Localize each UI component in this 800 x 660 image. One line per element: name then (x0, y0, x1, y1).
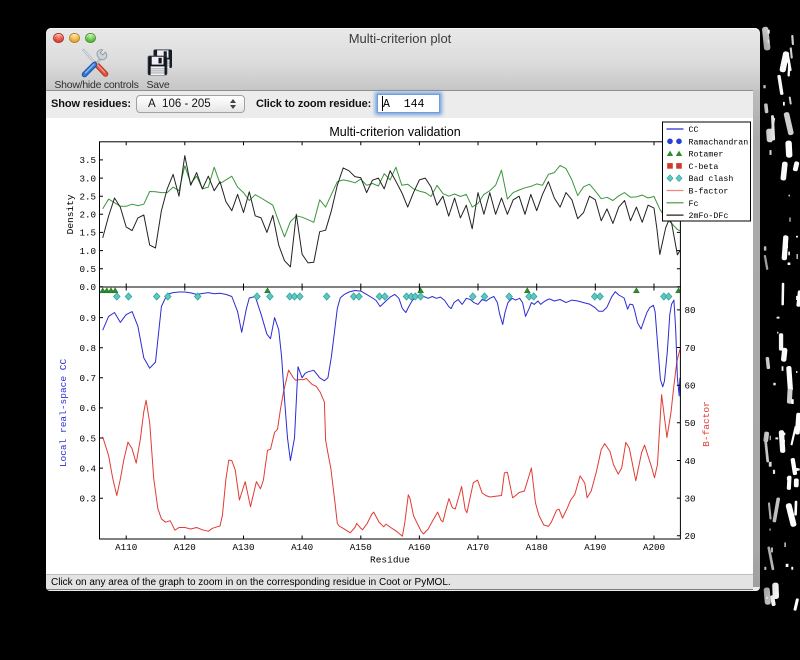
svg-text:70: 70 (685, 343, 696, 354)
svg-text:Bad clash: Bad clash (689, 174, 734, 184)
svg-text:2.0: 2.0 (79, 210, 96, 221)
svg-text:0.3: 0.3 (79, 494, 96, 505)
svg-text:3.0: 3.0 (79, 173, 96, 184)
svg-text:Rotamer: Rotamer (689, 151, 724, 160)
svg-text:C-beta: C-beta (689, 162, 719, 172)
svg-text:40: 40 (685, 456, 696, 467)
svg-text:B-factor: B-factor (689, 187, 729, 197)
svg-text:60: 60 (685, 381, 696, 392)
svg-text:A130: A130 (232, 542, 254, 553)
svg-text:A170: A170 (467, 542, 489, 553)
svg-text:0.8: 0.8 (79, 343, 96, 354)
svg-text:Fc: Fc (689, 200, 699, 209)
svg-text:A140: A140 (291, 542, 313, 553)
svg-text:Residue: Residue (370, 555, 410, 566)
svg-text:0.4: 0.4 (79, 463, 96, 474)
svg-text:B-factor: B-factor (701, 401, 712, 447)
svg-text:Multi-criterion validation: Multi-criterion validation (329, 125, 460, 139)
svg-text:Local real-space CC: Local real-space CC (58, 359, 69, 468)
svg-text:A110: A110 (115, 542, 137, 553)
svg-text:A160: A160 (408, 542, 430, 553)
svg-text:CC: CC (689, 126, 699, 135)
svg-text:0.6: 0.6 (79, 403, 96, 414)
svg-text:0.0: 0.0 (79, 282, 96, 293)
svg-text:80: 80 (685, 305, 696, 316)
svg-text:A120: A120 (174, 542, 196, 553)
svg-text:0.5: 0.5 (79, 264, 96, 275)
svg-text:30: 30 (685, 493, 696, 504)
svg-text:2.5: 2.5 (79, 192, 96, 203)
svg-text:3.5: 3.5 (79, 155, 96, 166)
svg-text:1.5: 1.5 (79, 228, 96, 239)
svg-text:0.5: 0.5 (79, 433, 96, 444)
svg-text:0.7: 0.7 (79, 373, 96, 384)
svg-text:A180: A180 (526, 542, 548, 553)
svg-text:0.9: 0.9 (79, 313, 96, 324)
svg-text:50: 50 (685, 418, 696, 429)
svg-text:20: 20 (685, 531, 696, 542)
svg-text:A190: A190 (584, 542, 606, 553)
svg-text:Ramachandran: Ramachandran (689, 137, 749, 147)
svg-text:1.0: 1.0 (79, 246, 96, 257)
svg-text:A150: A150 (350, 542, 372, 553)
svg-text:Density: Density (65, 194, 76, 234)
svg-text:A200: A200 (643, 542, 665, 553)
svg-text:2mFo-DFc: 2mFo-DFc (689, 212, 729, 221)
